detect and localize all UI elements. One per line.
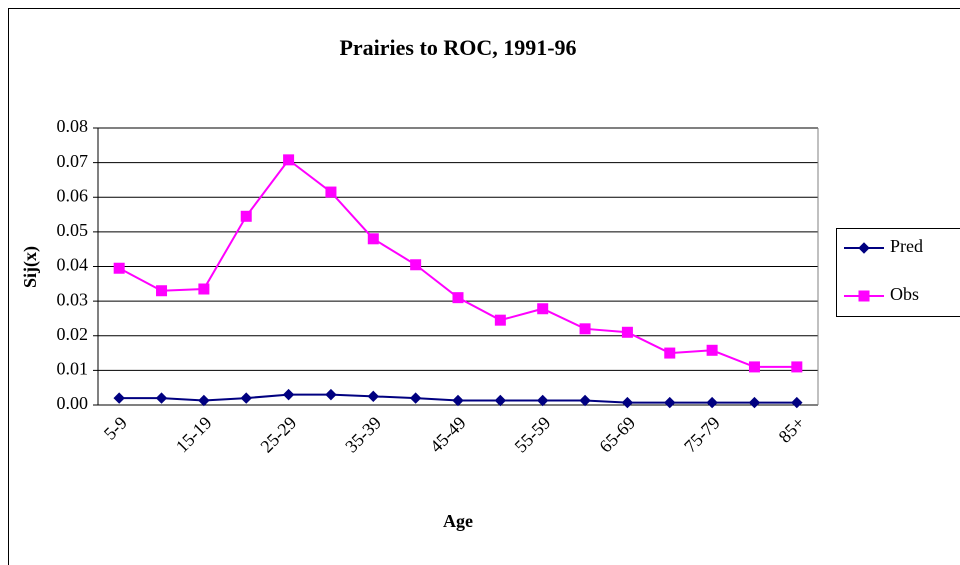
x-axis-label: Age xyxy=(443,511,473,531)
data-point xyxy=(113,392,125,404)
y-tick-label: 0.07 xyxy=(57,151,89,171)
data-point xyxy=(706,396,718,409)
y-tick-label: 0.08 xyxy=(57,116,89,136)
data-point xyxy=(748,361,760,373)
y-tick-label: 0.06 xyxy=(57,185,89,205)
data-point xyxy=(155,392,168,404)
data-point xyxy=(410,259,422,271)
data-point xyxy=(537,303,549,315)
legend-box xyxy=(836,228,960,317)
y-tick-label: 0.04 xyxy=(57,255,89,275)
data-point xyxy=(325,186,337,198)
y-axis-label: Sij(x) xyxy=(20,246,41,288)
chart-border xyxy=(8,8,960,565)
legend-label: Obs xyxy=(890,284,919,304)
data-point xyxy=(494,394,507,407)
data-point xyxy=(198,394,210,407)
y-tick-label: 0.00 xyxy=(57,393,89,413)
data-point xyxy=(579,394,591,407)
y-tick-label: 0.01 xyxy=(57,359,89,379)
data-point xyxy=(452,394,464,407)
data-point xyxy=(579,323,591,335)
data-point xyxy=(409,392,422,404)
data-point xyxy=(536,394,549,407)
data-point xyxy=(621,396,634,409)
legend-label: Pred xyxy=(890,236,923,256)
data-point xyxy=(198,283,210,295)
data-point xyxy=(621,326,633,338)
data-point xyxy=(282,388,295,401)
data-point xyxy=(283,154,295,166)
data-point xyxy=(240,210,252,222)
legend-marker xyxy=(858,242,870,254)
data-point xyxy=(706,344,718,356)
y-tick-label: 0.02 xyxy=(57,324,89,344)
data-point xyxy=(791,361,803,373)
legend-marker xyxy=(858,290,870,302)
data-point xyxy=(664,347,676,359)
y-tick-label: 0.05 xyxy=(57,220,89,240)
data-point xyxy=(367,233,379,245)
data-point xyxy=(791,396,803,409)
data-point xyxy=(452,292,464,304)
data-point xyxy=(325,388,337,401)
data-point xyxy=(156,285,168,297)
data-point xyxy=(494,314,506,326)
chart-title: Prairies to ROC, 1991-96 xyxy=(339,35,576,60)
data-point xyxy=(113,262,125,274)
data-point xyxy=(748,396,761,409)
data-point xyxy=(664,396,676,409)
data-point xyxy=(367,390,380,403)
y-tick-label: 0.03 xyxy=(57,289,89,309)
data-point xyxy=(240,392,252,404)
